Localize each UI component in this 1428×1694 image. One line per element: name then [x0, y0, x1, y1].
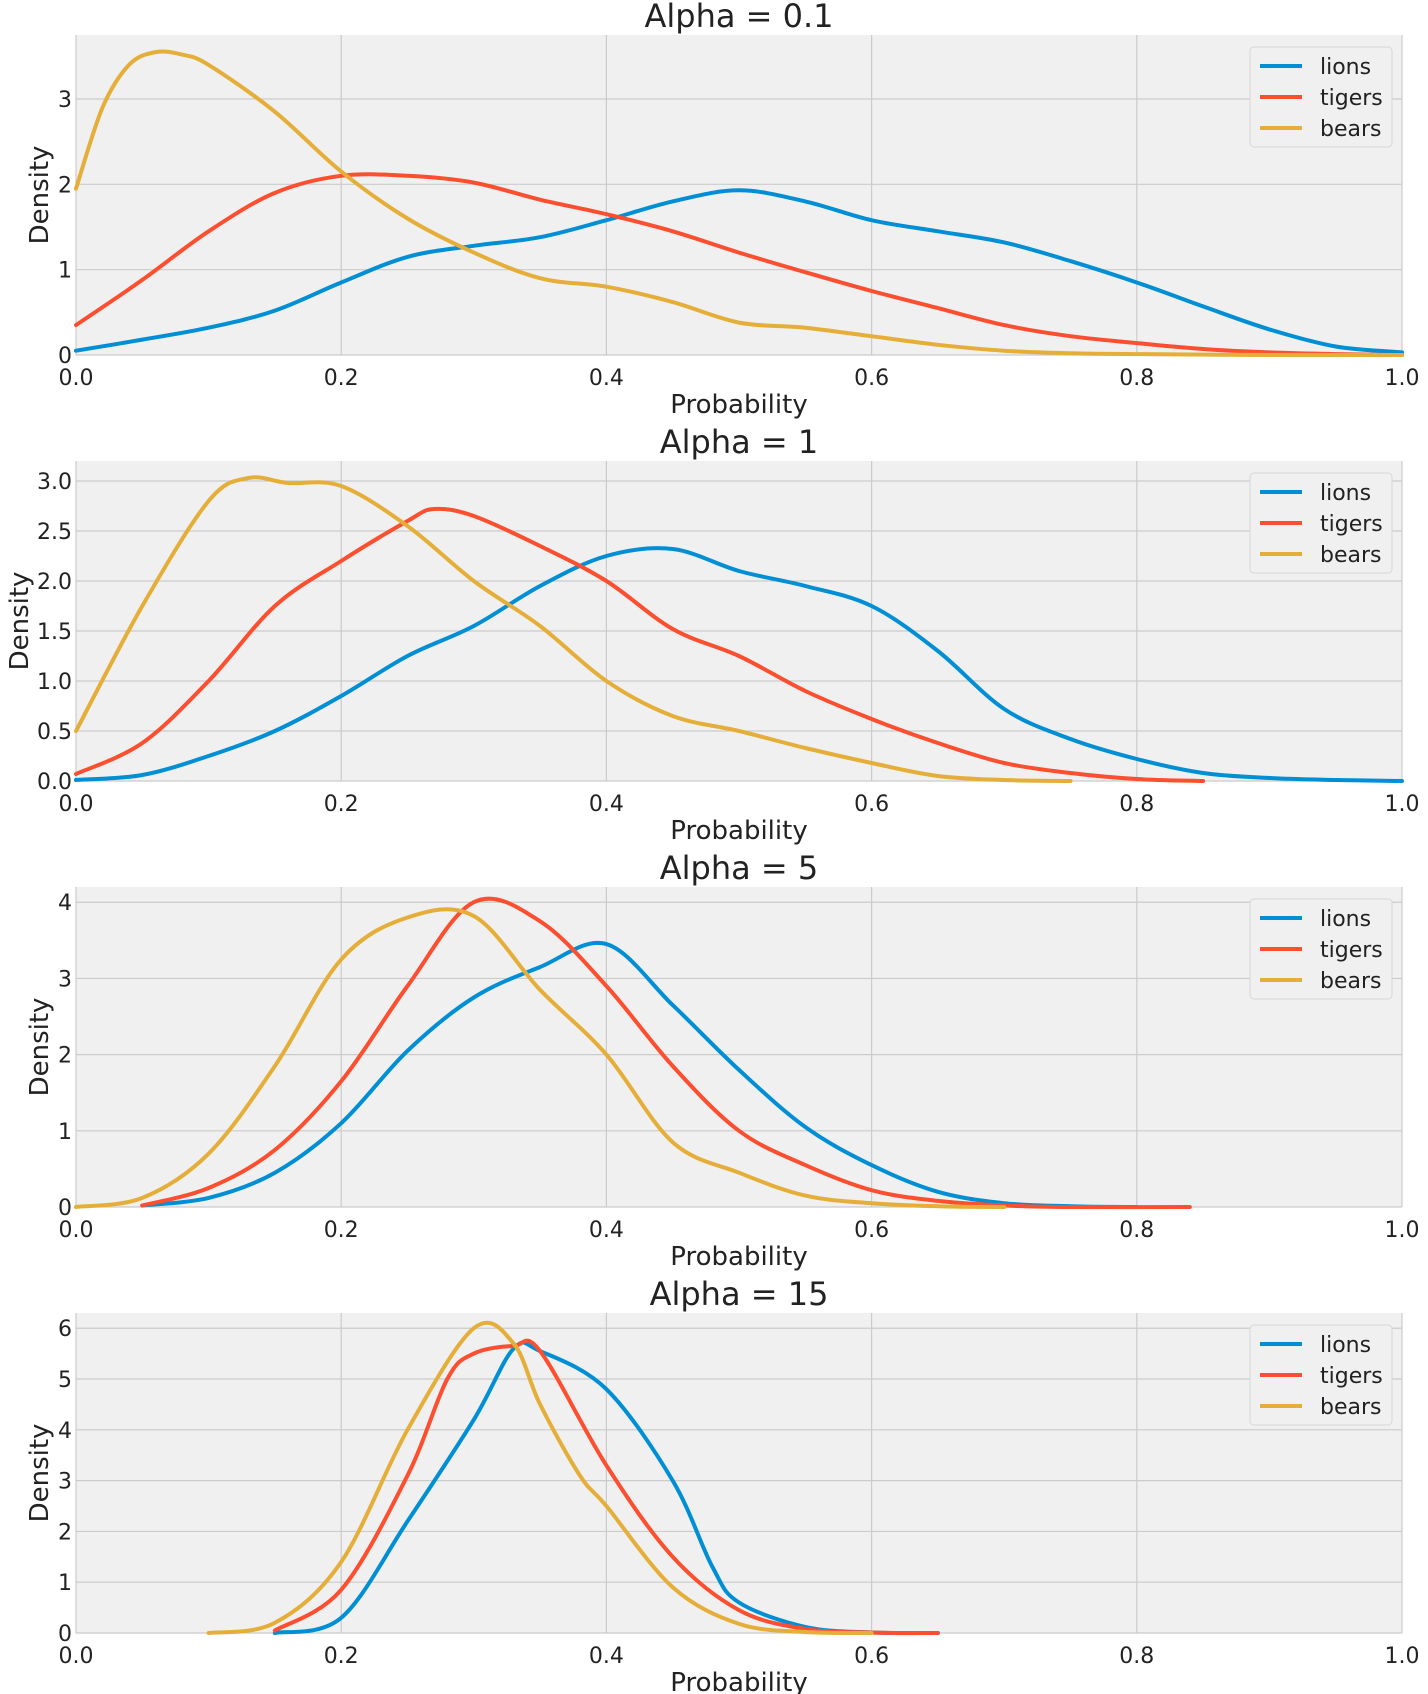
x-tick-label: 0.6	[854, 1218, 889, 1243]
legend-label-bears: bears	[1320, 543, 1382, 568]
y-tick-label: 0	[58, 1622, 72, 1647]
x-tick-label: 0.8	[1119, 366, 1154, 391]
y-tick-label: 3	[58, 1470, 72, 1495]
legend-label-tigers: tigers	[1320, 1364, 1383, 1389]
x-tick-label: 0.2	[324, 792, 359, 817]
x-tick-label: 0.4	[589, 1218, 624, 1243]
subplot-2: 0.0 0.2 0.4 0.6 0.8 1.0 0.0 0.5 1.0 1.5 2.0 2.5 3.0 A…	[5, 423, 1420, 846]
y-tick-label: 4	[58, 891, 72, 916]
y-tick-label: 1	[58, 1120, 72, 1145]
x-tick-label: 0.2	[324, 366, 359, 391]
legend-label-bears: bears	[1320, 1395, 1382, 1420]
legend-label-lions: lions	[1320, 907, 1371, 932]
y-axis-label: Density	[5, 572, 35, 671]
legend: lions tigers bears	[1249, 1324, 1393, 1426]
y-tick-label: 5	[58, 1368, 72, 1393]
y-tick-label: 3.0	[37, 470, 72, 495]
x-tick-label: 0.8	[1119, 792, 1154, 817]
legend-label-lions: lions	[1320, 1333, 1371, 1358]
x-tick-label: 1.0	[1385, 792, 1420, 817]
y-tick-label: 3	[58, 967, 72, 992]
legend-label-tigers: tigers	[1320, 512, 1383, 537]
series-line-tigers	[140, 896, 1192, 1210]
x-axis-label: Probability	[670, 390, 807, 420]
series-line-lions	[74, 188, 1404, 355]
y-tick-label: 0.5	[37, 720, 72, 745]
x-tick-label: 0.0	[59, 1218, 94, 1243]
series-line-bears	[74, 907, 1007, 1209]
y-tick-label: 4	[58, 1419, 72, 1444]
chart-title: Alpha = 15	[650, 1275, 829, 1313]
series-line-lions	[140, 940, 1139, 1209]
legend-label-lions: lions	[1320, 481, 1371, 506]
plot-area	[76, 1313, 1402, 1633]
chart-title: Alpha = 5	[660, 849, 819, 887]
legend: lions tigers bears	[1249, 472, 1393, 574]
subplot-4: 0.0 0.2 0.4 0.6 0.8 1.0 0 1 2 3 4 5 6 Alpha = 15 Proba…	[25, 1275, 1420, 1694]
series-line-tigers	[74, 506, 1206, 783]
x-tick-label: 0.2	[324, 1644, 359, 1669]
y-tick-label: 0	[58, 1196, 72, 1221]
y-tick-label: 0.0	[37, 770, 72, 795]
y-tick-label: 2	[58, 1520, 72, 1545]
series-line-lions	[74, 546, 1404, 783]
legend: lions tigers bears	[1249, 46, 1393, 148]
x-tick-label: 0.0	[59, 1644, 94, 1669]
plot-area	[76, 461, 1402, 781]
x-tick-label: 0.8	[1119, 1644, 1154, 1669]
y-axis-label: Density	[25, 146, 55, 245]
x-tick-label: 0.8	[1119, 1218, 1154, 1243]
legend: lions tigers bears	[1249, 898, 1393, 1000]
series-line-tigers	[272, 1338, 940, 1635]
x-tick-label: 1.0	[1385, 366, 1420, 391]
series-line-bears	[74, 49, 1404, 358]
y-tick-label: 2	[58, 173, 72, 198]
plot-area	[76, 887, 1402, 1207]
series-line-bears	[74, 475, 1073, 783]
subplot-3: 0.0 0.2 0.4 0.6 0.8 1.0 0 1 2 3 4 Alpha = 5 Probabil…	[25, 849, 1420, 1272]
legend-label-tigers: tigers	[1320, 86, 1383, 111]
x-axis-label: Probability	[670, 1242, 807, 1272]
y-tick-label: 1	[58, 1571, 72, 1596]
legend-box	[1249, 46, 1393, 148]
legend-label-bears: bears	[1320, 117, 1382, 142]
y-tick-label: 2	[58, 1044, 72, 1069]
y-tick-label: 3	[58, 88, 72, 113]
series-line-bears	[206, 1320, 874, 1635]
x-tick-label: 0.4	[589, 792, 624, 817]
y-tick-label: 1.0	[37, 670, 72, 695]
y-tick-label: 2.5	[37, 520, 72, 545]
x-tick-label: 0.4	[589, 366, 624, 391]
x-tick-label: 1.0	[1385, 1218, 1420, 1243]
x-tick-label: 0.6	[854, 1644, 889, 1669]
x-tick-label: 0.6	[854, 792, 889, 817]
x-axis-label: Probability	[670, 816, 807, 846]
x-tick-label: 1.0	[1385, 1644, 1420, 1669]
legend-box	[1249, 1324, 1393, 1426]
y-axis-label: Density	[25, 998, 55, 1097]
y-tick-label: 1	[58, 259, 72, 284]
x-tick-label: 0.6	[854, 366, 889, 391]
x-tick-label: 0.2	[324, 1218, 359, 1243]
x-axis-label: Probability	[670, 1668, 807, 1694]
y-axis-label: Density	[25, 1424, 55, 1523]
legend-box	[1249, 898, 1393, 1000]
y-tick-label: 6	[58, 1317, 72, 1342]
legend-label-tigers: tigers	[1320, 938, 1383, 963]
x-tick-label: 0.0	[59, 366, 94, 391]
y-tick-label: 1.5	[37, 620, 72, 645]
y-tick-label: 0	[58, 344, 72, 369]
x-tick-label: 0.4	[589, 1644, 624, 1669]
series-line-lions	[272, 1340, 940, 1636]
subplot-1: 0.0 0.2 0.4 0.6 0.8 1.0 0 1 2 3 Alpha = 0.1 Probabi…	[25, 0, 1420, 420]
series-line-tigers	[74, 172, 1404, 357]
chart-title: Alpha = 1	[660, 423, 819, 461]
legend-label-lions: lions	[1320, 55, 1371, 80]
legend-box	[1249, 472, 1393, 574]
chart-title: Alpha = 0.1	[644, 0, 833, 35]
y-tick-label: 2.0	[37, 570, 72, 595]
x-tick-label: 0.0	[59, 792, 94, 817]
legend-label-bears: bears	[1320, 969, 1382, 994]
